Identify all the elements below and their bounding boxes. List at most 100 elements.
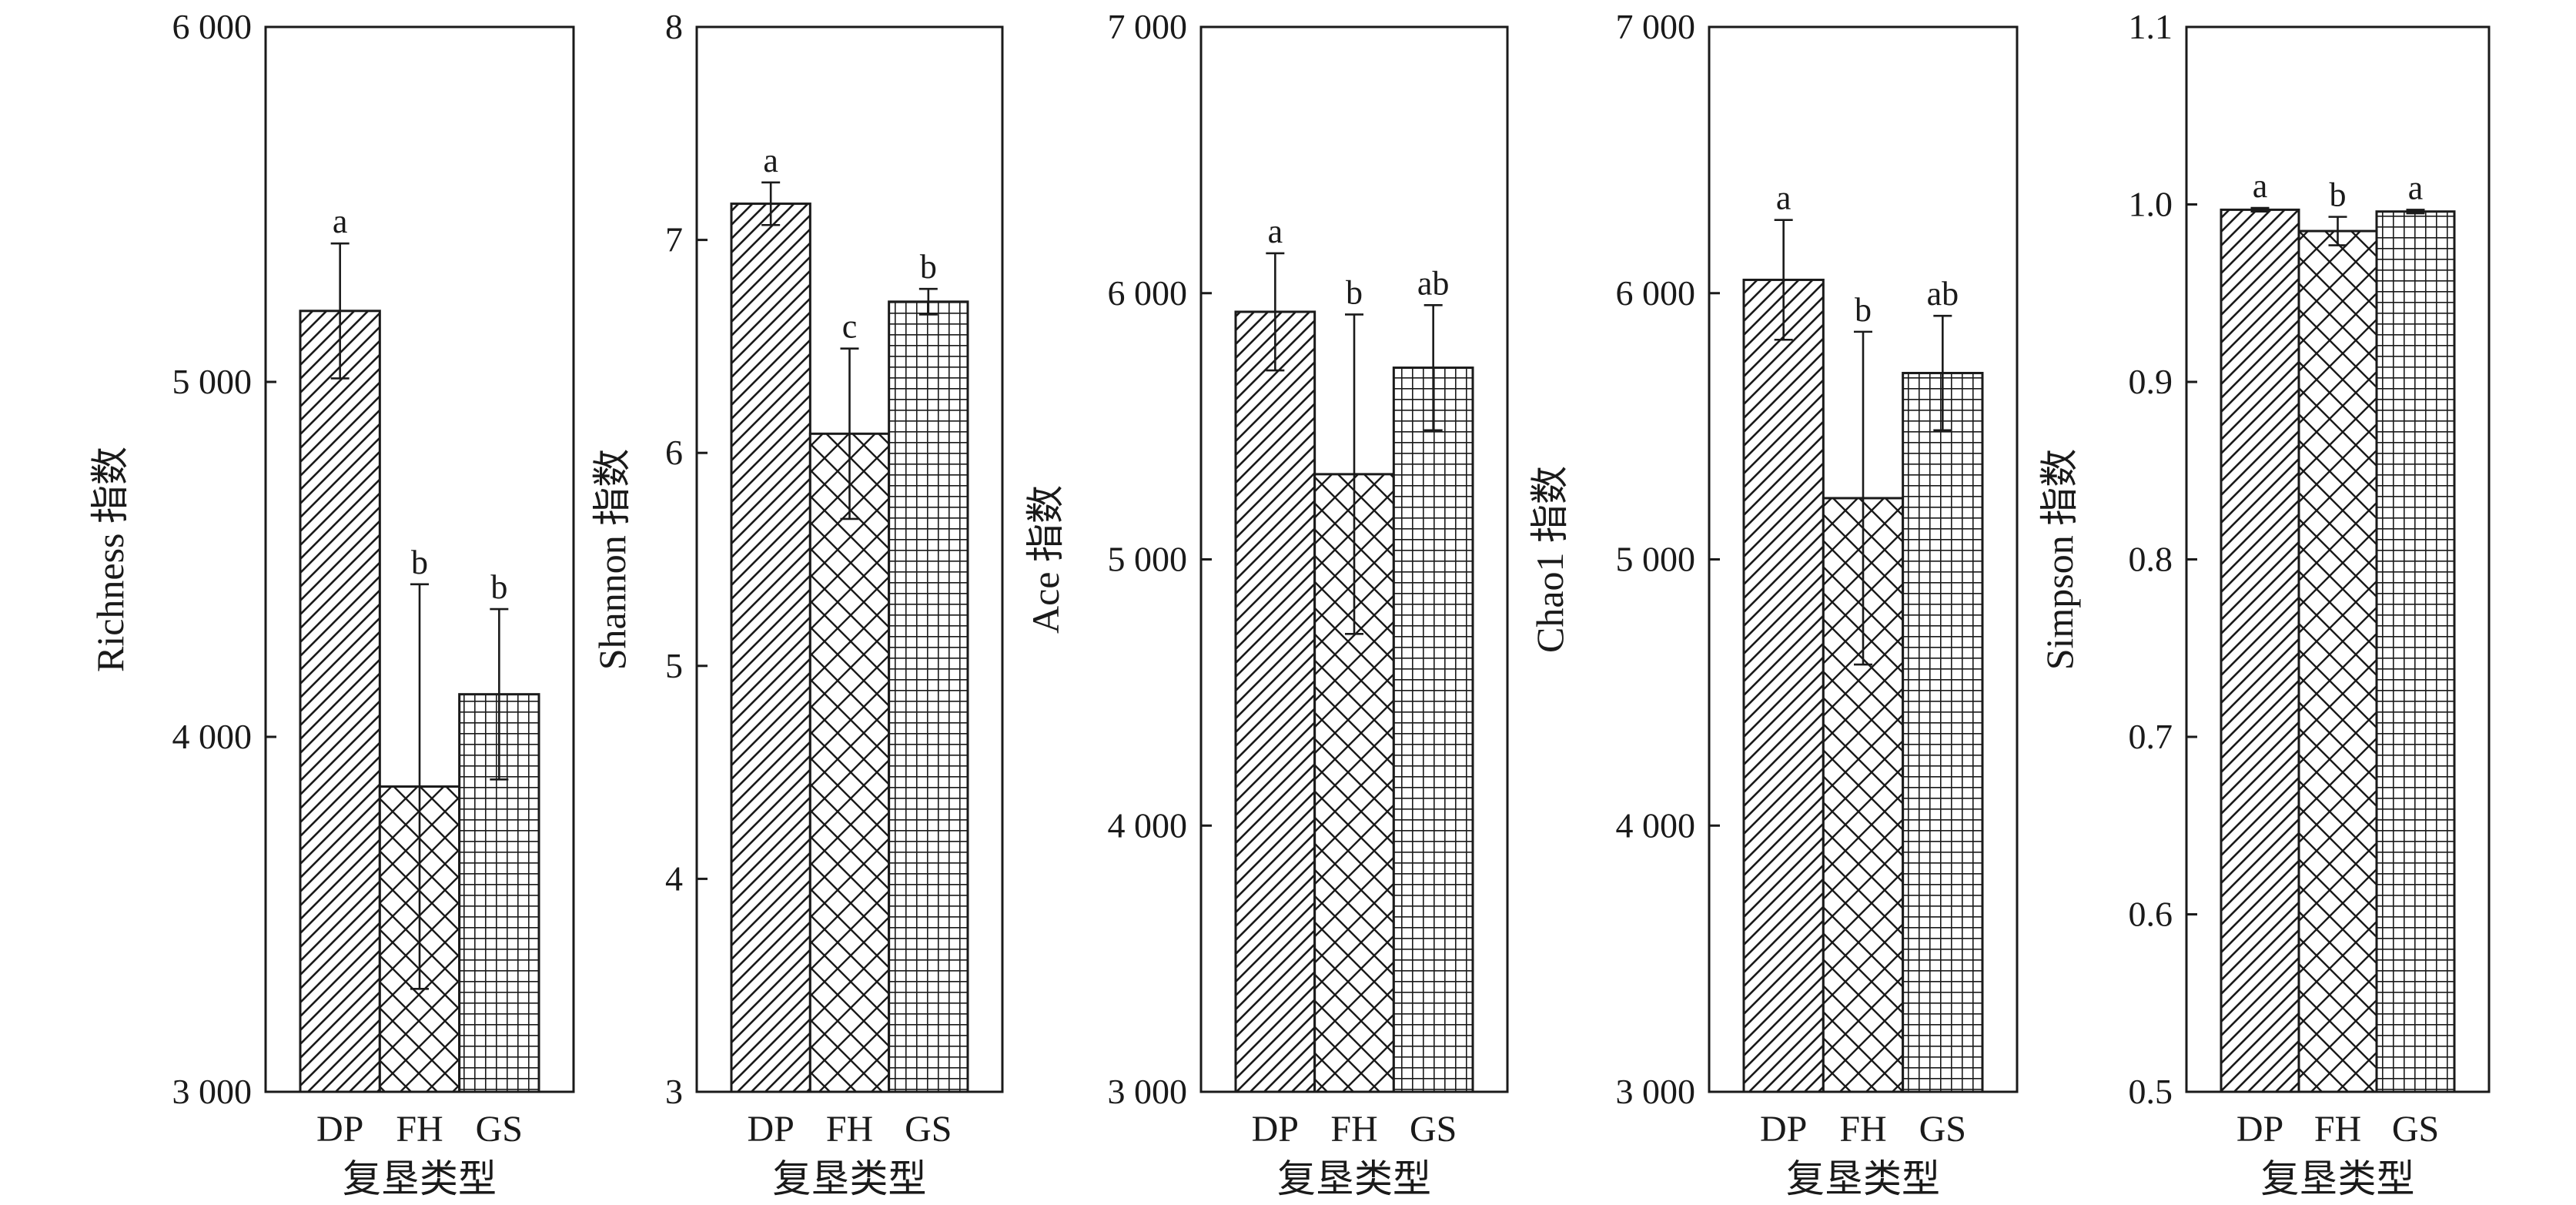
significance-letter: a xyxy=(333,203,348,240)
x-tick-label: FH xyxy=(1330,1109,1377,1150)
x-tick-label: DP xyxy=(2236,1109,2283,1150)
x-axis-title: 复垦类型 xyxy=(1277,1157,1431,1200)
y-tick-label: 7 xyxy=(665,220,683,259)
bar-fh xyxy=(2297,229,2378,1093)
y-tick-label: 1.0 xyxy=(2129,185,2173,224)
bar-dp xyxy=(730,203,811,1093)
y-tick-label: 4 000 xyxy=(1108,805,1188,845)
y-axis-label: Richness 指数 xyxy=(89,447,132,672)
x-axis-title: 复垦类型 xyxy=(2261,1157,2415,1200)
error-bar-fh xyxy=(2328,216,2347,246)
x-tick-label: GS xyxy=(1410,1109,1457,1150)
bar-dp xyxy=(2220,208,2300,1093)
x-tick-label: DP xyxy=(747,1109,794,1150)
x-axis-title: 复垦类型 xyxy=(343,1157,497,1200)
bar-fh xyxy=(808,432,891,1093)
error-bar-gs xyxy=(490,608,509,781)
y-tick-label: 0.6 xyxy=(2129,895,2173,934)
y-tick-label: 0.9 xyxy=(2129,362,2173,401)
significance-letter: b xyxy=(2330,176,2347,214)
error-bar-fh xyxy=(1854,330,1872,666)
y-tick-label: 0.7 xyxy=(2129,717,2173,756)
error-bar-dp xyxy=(1774,219,1793,341)
y-tick-label: 4 xyxy=(665,859,683,898)
chart-panel-1: a DP b FH b GS 3 000 4 000 5 000 6 000 Richness 指数… xyxy=(89,7,575,1200)
y-tick-label: 0.5 xyxy=(2129,1072,2173,1111)
chart-panel-5: a DP b FH a GS 0.5 0.6 0.7 0.8 0.9 1.0 1.1 Simpson 指数… xyxy=(2038,7,2491,1200)
x-tick-label: DP xyxy=(1252,1109,1299,1150)
chart-panel-4: a DP b FH ab GS 3 000 4 000 5 000 6 000 7 000 Chao1… xyxy=(1528,7,2019,1200)
significance-letter: a xyxy=(1776,179,1791,217)
significance-letter: c xyxy=(842,308,858,346)
x-tick-label: DP xyxy=(1760,1109,1807,1150)
error-bar-fh xyxy=(410,583,429,990)
x-tick-label: FH xyxy=(1839,1109,1886,1150)
bar-dp xyxy=(299,310,381,1093)
x-axis-title: 复垦类型 xyxy=(1786,1157,1940,1200)
bar-gs xyxy=(888,300,969,1093)
y-tick-label: 6 000 xyxy=(172,7,253,46)
significance-letter: ab xyxy=(1927,275,1959,313)
error-bar-fh xyxy=(1345,313,1363,635)
significance-letter: a xyxy=(2253,167,2268,205)
chart-panel-3: a DP b FH ab GS 3 000 4 000 5 000 6 000 7 000 Ace 指… xyxy=(1024,7,1509,1200)
y-axis-label: Chao1 指数 xyxy=(1528,466,1571,653)
significance-letter: ab xyxy=(1417,264,1450,302)
y-tick-label: 1.1 xyxy=(2129,7,2173,46)
significance-letter: b xyxy=(411,544,428,581)
x-tick-label: GS xyxy=(2392,1109,2439,1150)
x-tick-label: FH xyxy=(396,1109,443,1150)
bar-dp xyxy=(1234,310,1316,1093)
significance-letter: a xyxy=(2408,169,2424,206)
significance-letter: b xyxy=(920,248,937,286)
y-tick-label: 7 000 xyxy=(1108,7,1188,46)
y-axis-label: Ace 指数 xyxy=(1024,485,1067,634)
x-tick-label: GS xyxy=(1919,1109,1966,1150)
y-tick-label: 6 000 xyxy=(1108,273,1188,313)
significance-letter: b xyxy=(490,568,507,606)
bar-dp xyxy=(1742,278,1825,1093)
plot-frame xyxy=(695,25,1004,1093)
y-tick-label: 4 000 xyxy=(1616,805,1696,845)
plot-frame xyxy=(264,25,575,1093)
bar-gs xyxy=(1902,371,1984,1093)
y-tick-label: 3 000 xyxy=(1616,1072,1696,1111)
y-axis-label: Simpson 指数 xyxy=(2038,449,2081,671)
error-bar-gs xyxy=(2406,209,2425,215)
y-tick-label: 5 000 xyxy=(1616,540,1696,579)
y-tick-label: 7 000 xyxy=(1616,7,1696,46)
y-tick-label: 3 000 xyxy=(1108,1072,1188,1111)
significance-letter: b xyxy=(1346,273,1363,311)
y-tick-label: 0.8 xyxy=(2129,540,2173,579)
significance-letter: a xyxy=(763,142,778,179)
error-bar-dp xyxy=(1266,252,1285,372)
y-tick-label: 5 xyxy=(665,646,683,685)
error-bar-dp xyxy=(330,242,350,380)
error-bar-fh xyxy=(840,347,859,520)
x-axis-title: 复垦类型 xyxy=(773,1157,927,1200)
x-tick-label: DP xyxy=(316,1109,363,1150)
y-axis-label: Shannon 指数 xyxy=(590,449,634,671)
bar-gs xyxy=(2375,210,2456,1093)
y-tick-label: 5 000 xyxy=(172,362,253,401)
x-tick-label: FH xyxy=(2314,1109,2361,1150)
y-tick-label: 3 000 xyxy=(172,1072,253,1111)
x-tick-label: FH xyxy=(826,1109,873,1150)
y-tick-label: 6 000 xyxy=(1616,273,1696,313)
x-tick-label: GS xyxy=(905,1109,952,1150)
error-bar-gs xyxy=(918,287,938,316)
x-tick-label: GS xyxy=(476,1109,523,1150)
significance-letter: a xyxy=(1268,213,1283,250)
significance-letter: b xyxy=(1855,291,1872,329)
y-tick-label: 6 xyxy=(665,433,683,472)
error-bar-dp xyxy=(761,181,781,226)
y-tick-label: 3 xyxy=(665,1072,683,1111)
error-bar-gs xyxy=(1933,314,1952,432)
error-bar-dp xyxy=(2250,206,2270,213)
y-tick-label: 8 xyxy=(665,7,683,46)
y-tick-label: 4 000 xyxy=(172,717,253,756)
error-bar-gs xyxy=(1423,304,1443,432)
y-tick-label: 5 000 xyxy=(1108,540,1188,579)
